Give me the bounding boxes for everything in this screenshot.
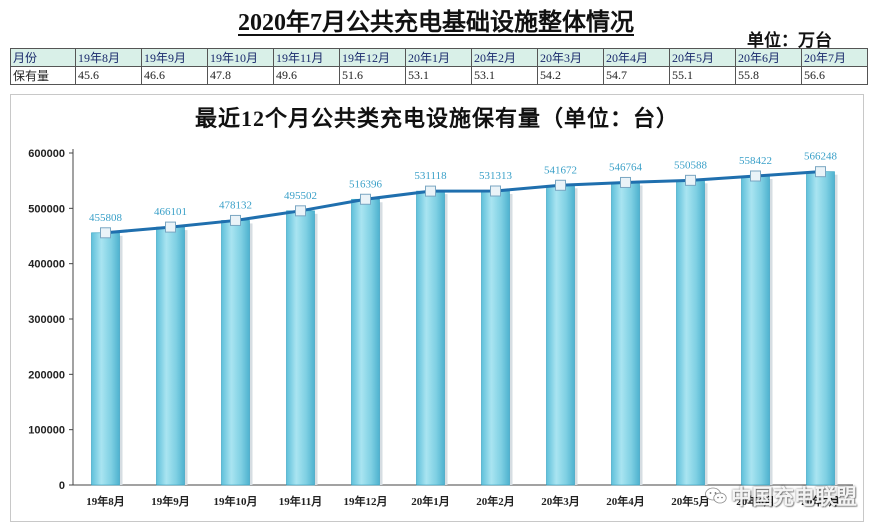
bar-line-chart: 0 100000 200000 300000 400000 500000 600000 455…: [28, 148, 853, 508]
bar: [221, 220, 250, 486]
x-tick-label: 20年7月: [801, 494, 840, 508]
table-row-values: 保有量 45.6 46.6 47.8 49.6 51.6 53.1 53.1 5…: [10, 66, 868, 85]
month-cell: 20年6月: [735, 48, 802, 67]
x-tick-label: 19年10月: [214, 494, 258, 508]
line-marker: [230, 214, 241, 226]
x-tick-label: 19年11月: [279, 494, 322, 508]
data-label: 566248: [804, 151, 838, 163]
month-cell: 20年1月: [405, 48, 472, 67]
value-cell: 46.6: [141, 66, 208, 85]
line-marker: [360, 193, 371, 205]
x-tick-label: 20年6月: [736, 494, 775, 508]
month-cell: 20年7月: [801, 48, 868, 67]
y-tick-label: 300000: [28, 314, 65, 326]
bar: [156, 226, 185, 486]
month-cell: 19年9月: [141, 48, 208, 67]
value-cell: 54.2: [537, 66, 604, 85]
month-cell: 20年4月: [603, 48, 670, 67]
page-title: 2020年7月公共充电基础设施整体情况: [238, 10, 634, 36]
bar: [611, 182, 640, 486]
bar: [481, 190, 510, 486]
month-cell: 19年10月: [207, 48, 274, 67]
summary-table: 月份 19年8月 19年9月 19年10月 19年11月 19年12月 20年1…: [10, 48, 868, 85]
line-marker: [425, 185, 436, 197]
value-cell: 49.6: [273, 66, 340, 85]
x-tick-label: 20年4月: [606, 494, 645, 508]
wechat-icon: [705, 487, 727, 504]
bar: [91, 232, 120, 486]
value-cell: 55.8: [735, 66, 802, 85]
watermark-text: 中国充电联盟: [731, 485, 857, 509]
x-tick-label: 19年9月: [151, 494, 190, 508]
y-tick-label: 0: [59, 480, 65, 492]
data-label: 541672: [544, 164, 577, 176]
data-label: 546764: [609, 161, 643, 173]
month-cell: 19年8月: [75, 48, 142, 67]
month-cell: 19年12月: [339, 48, 406, 67]
value-cell: 55.1: [669, 66, 736, 85]
x-tick-label: 19年8月: [86, 494, 125, 508]
data-label: 516396: [349, 178, 383, 190]
line-marker: [295, 205, 306, 217]
table-row-months: 月份 19年8月 19年9月 19年10月 19年11月 19年12月 20年1…: [10, 48, 868, 67]
trend-line: [105, 170, 821, 235]
x-tick-label: 19年12月: [344, 494, 388, 508]
data-label: 478132: [219, 199, 252, 211]
data-label: 495502: [284, 190, 317, 202]
line-marker: [490, 185, 501, 197]
data-label: 466101: [154, 206, 187, 218]
data-label: 455808: [89, 212, 123, 224]
unit-label: 单位：万台: [747, 31, 832, 50]
data-label: 558422: [739, 155, 772, 167]
value-cell: 54.7: [603, 66, 670, 85]
bar: [676, 180, 705, 486]
value-cell: 53.1: [405, 66, 472, 85]
line-marker: [685, 174, 696, 186]
y-tick-label: 500000: [28, 203, 65, 215]
bar: [286, 210, 315, 486]
row-label-month: 月份: [10, 48, 76, 67]
bar: [741, 175, 770, 486]
bar: [351, 198, 380, 486]
line-marker: [815, 166, 826, 178]
line-marker: [555, 179, 566, 191]
data-label: 531313: [479, 170, 513, 182]
value-cell: 56.6: [801, 66, 868, 85]
y-tick-label: 400000: [28, 259, 65, 271]
data-label: 531118: [414, 170, 447, 182]
y-tick-label: 600000: [28, 148, 65, 160]
month-cell: 20年5月: [669, 48, 736, 67]
month-cell: 20年3月: [537, 48, 604, 67]
line-marker: [620, 176, 631, 188]
row-label-stock: 保有量: [10, 66, 76, 85]
watermark: 中国充电联盟: [705, 481, 857, 511]
bar: [546, 184, 575, 486]
bar: [806, 171, 835, 486]
value-cell: 51.6: [339, 66, 406, 85]
month-cell: 19年11月: [273, 48, 340, 67]
bar: [416, 190, 445, 486]
y-tick-label: 100000: [28, 425, 65, 437]
line-marker: [165, 221, 176, 233]
y-tick-label: 200000: [28, 369, 65, 381]
chart-panel: 最近12个月公共类充电设施保有量（单位：台） 0 100000 200000 3000…: [10, 94, 864, 522]
x-tick-label: 20年3月: [541, 494, 580, 508]
value-cell: 47.8: [207, 66, 274, 85]
line-marker: [100, 227, 111, 239]
value-cell: 53.1: [471, 66, 538, 85]
line-marker: [750, 170, 761, 182]
data-label: 550588: [674, 159, 708, 171]
month-cell: 20年2月: [471, 48, 538, 67]
chart-title: 最近12个月公共类充电设施保有量（单位：台）: [194, 106, 679, 131]
x-tick-label: 20年1月: [411, 494, 450, 508]
x-tick-label: 20年5月: [671, 494, 710, 508]
x-tick-label: 20年2月: [476, 494, 515, 508]
value-cell: 45.6: [75, 66, 142, 85]
